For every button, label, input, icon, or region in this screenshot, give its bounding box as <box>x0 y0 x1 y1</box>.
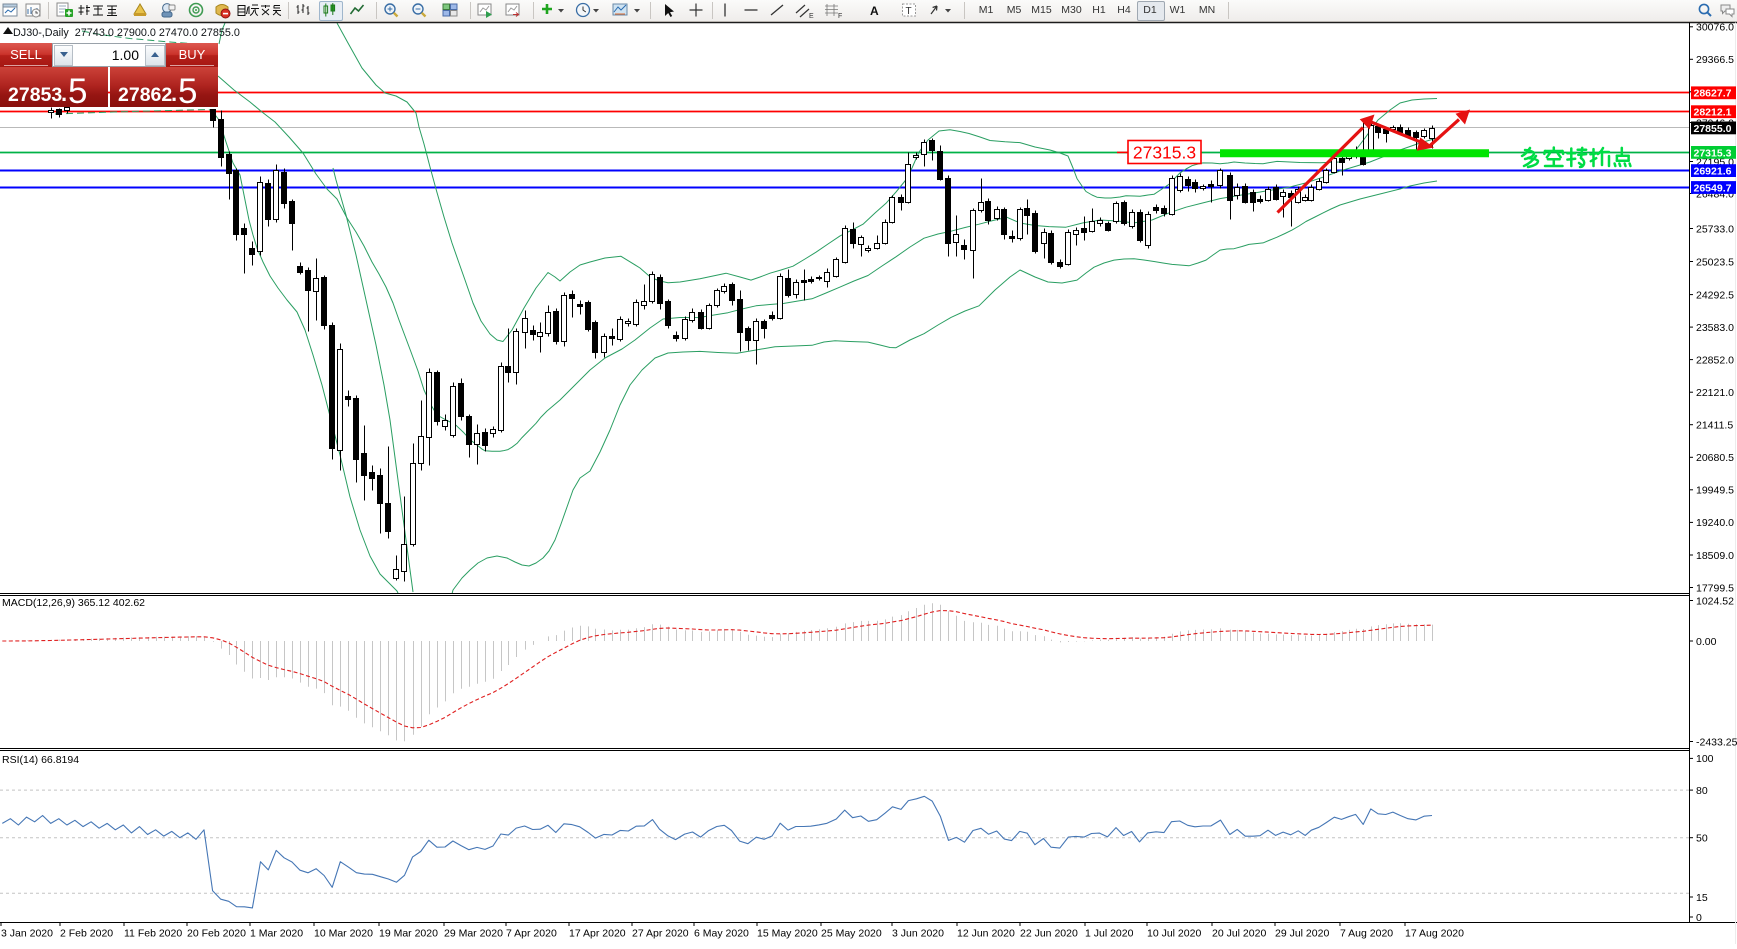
svg-text:27862: 27862 <box>118 84 172 106</box>
svg-text:20 Jul 2020: 20 Jul 2020 <box>1212 928 1266 940</box>
svg-text:27315.3: 27315.3 <box>1133 143 1196 163</box>
svg-text:15: 15 <box>1696 892 1708 904</box>
svg-text:27315.3: 27315.3 <box>1694 147 1732 159</box>
svg-text:22121.0: 22121.0 <box>1696 387 1734 399</box>
svg-text:29 Mar 2020: 29 Mar 2020 <box>444 928 503 940</box>
svg-text:7 Aug 2020: 7 Aug 2020 <box>1340 928 1393 940</box>
svg-text:5: 5 <box>68 72 87 107</box>
svg-text:30076.0: 30076.0 <box>1696 22 1734 34</box>
svg-text:20680.5: 20680.5 <box>1696 452 1734 464</box>
svg-text:26549.7: 26549.7 <box>1694 182 1732 194</box>
svg-text:15 May 2020: 15 May 2020 <box>757 928 818 940</box>
svg-text:17 Aug 2020: 17 Aug 2020 <box>1405 928 1464 940</box>
svg-text:28627.7: 28627.7 <box>1694 88 1732 100</box>
svg-text:19 Mar 2020: 19 Mar 2020 <box>379 928 438 940</box>
svg-text:.: . <box>61 81 67 106</box>
svg-text:10 Jul 2020: 10 Jul 2020 <box>1147 928 1201 940</box>
svg-text:27853: 27853 <box>8 84 62 106</box>
svg-text:7 Apr 2020: 7 Apr 2020 <box>506 928 557 940</box>
svg-text:11 Feb 2020: 11 Feb 2020 <box>124 928 182 940</box>
svg-text:19949.5: 19949.5 <box>1696 485 1734 497</box>
svg-text:RSI(14) 66.8194: RSI(14) 66.8194 <box>2 754 79 766</box>
svg-text:21411.5: 21411.5 <box>1696 420 1733 432</box>
svg-text:25733.0: 25733.0 <box>1696 223 1734 235</box>
svg-text:-2433.25: -2433.25 <box>1696 736 1737 748</box>
svg-text:27 Apr 2020: 27 Apr 2020 <box>632 928 689 940</box>
svg-text:12 Jun 2020: 12 Jun 2020 <box>957 928 1015 940</box>
svg-text:22 Jun 2020: 22 Jun 2020 <box>1020 928 1078 940</box>
svg-text:10 Mar 2020: 10 Mar 2020 <box>314 928 373 940</box>
svg-text:MACD(12,26,9) 365.12 402.62: MACD(12,26,9) 365.12 402.62 <box>2 597 145 609</box>
svg-text:3 Jun 2020: 3 Jun 2020 <box>892 928 944 940</box>
svg-text:24292.5: 24292.5 <box>1696 289 1734 301</box>
svg-text:50: 50 <box>1696 833 1708 845</box>
svg-text:1024.52: 1024.52 <box>1696 595 1734 607</box>
svg-text:6 May 2020: 6 May 2020 <box>694 928 749 940</box>
svg-text:E: E <box>809 13 814 20</box>
svg-text:20 Feb 2020: 20 Feb 2020 <box>187 928 246 940</box>
svg-text:18509.0: 18509.0 <box>1696 550 1734 562</box>
svg-text:.: . <box>171 81 177 106</box>
svg-text:28212.1: 28212.1 <box>1694 107 1732 119</box>
svg-text:80: 80 <box>1696 785 1708 797</box>
svg-text:2 Feb 2020: 2 Feb 2020 <box>60 928 113 940</box>
svg-text:F: F <box>838 13 842 20</box>
svg-text:3 Jan 2020: 3 Jan 2020 <box>1 928 53 940</box>
svg-text:100: 100 <box>1696 753 1714 765</box>
svg-text:19240.0: 19240.0 <box>1696 517 1734 529</box>
svg-text:1 Jul 2020: 1 Jul 2020 <box>1085 928 1134 940</box>
svg-text:T: T <box>906 6 912 17</box>
svg-text:25023.5: 25023.5 <box>1696 256 1734 268</box>
svg-text:22852.0: 22852.0 <box>1696 354 1734 366</box>
svg-text:25 May 2020: 25 May 2020 <box>821 928 882 940</box>
svg-text:0: 0 <box>1696 912 1702 924</box>
svg-text:26921.6: 26921.6 <box>1694 166 1732 178</box>
svg-text:27855.0: 27855.0 <box>1694 123 1732 135</box>
svg-text:0.00: 0.00 <box>1696 636 1717 648</box>
svg-text:29 Jul 2020: 29 Jul 2020 <box>1275 928 1329 940</box>
svg-text:1 Mar 2020: 1 Mar 2020 <box>250 928 303 940</box>
svg-text:5: 5 <box>178 72 197 107</box>
svg-text:17799.5: 17799.5 <box>1696 582 1734 594</box>
svg-text:29366.5: 29366.5 <box>1696 54 1734 66</box>
svg-text:17 Apr 2020: 17 Apr 2020 <box>569 928 626 940</box>
svg-text:23583.0: 23583.0 <box>1696 322 1734 334</box>
